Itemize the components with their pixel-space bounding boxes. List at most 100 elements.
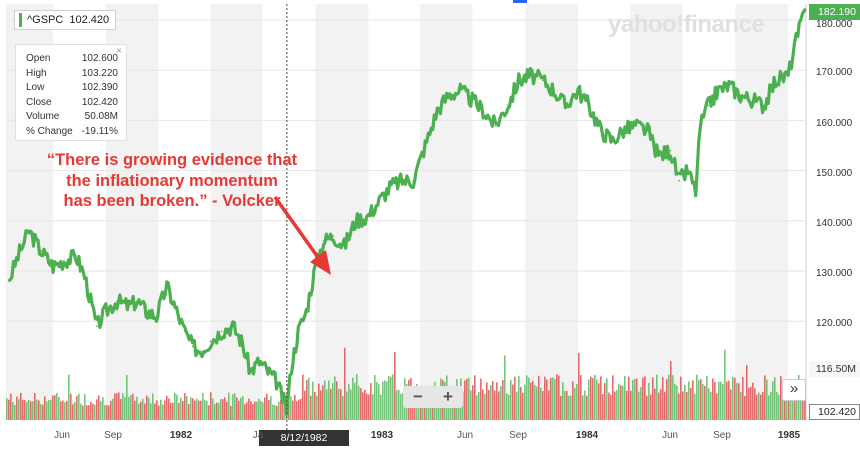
volume-bar [214,403,216,420]
volume-bar [794,395,796,420]
volume-bar [744,395,746,420]
volume-bar [264,397,266,420]
volume-bar [70,393,72,420]
volume-bar [224,397,226,420]
volume-bar [328,380,330,420]
volume-bar [222,399,224,420]
zoom-controls: − + [403,386,463,408]
volume-bar [238,400,240,420]
volume-bar [748,387,750,420]
series-color-icon [19,13,22,27]
price-point [728,84,730,87]
volume-bar [720,381,722,420]
volume-bar [340,389,342,420]
volume-bar [670,361,672,420]
ticker-badge[interactable]: ^GSPC 102.420 [14,10,117,30]
volume-bar [288,401,290,420]
volume-bar [664,391,666,420]
price-point [199,350,202,353]
volume-bar [36,399,38,420]
volume-bar [528,377,530,420]
price-point [717,89,719,92]
range-selector-marker[interactable] [513,0,527,3]
shaded-band [210,4,263,420]
price-point [795,39,798,41]
volume-bar [506,393,508,420]
volume-bar [260,400,262,420]
volume-bar [292,400,294,420]
volume-bar [680,376,682,420]
volume-bar [338,388,340,420]
volume-bar [14,404,16,420]
volume-bar [580,375,582,420]
volume-bar [494,390,496,420]
price-point [529,74,532,77]
volume-bar [548,390,550,420]
price-point [390,184,393,187]
volume-bar [474,375,476,420]
volume-bar [94,404,96,420]
volume-bar [278,401,280,420]
volume-bar [608,392,610,420]
volume-bar [372,394,374,420]
volume-bar [630,390,632,420]
expand-button[interactable]: » [782,379,806,401]
price-point [116,300,118,302]
volume-bar [758,392,760,420]
volume-bar [538,375,540,420]
volume-bar [588,379,590,420]
volume-bar [606,378,608,420]
volume-bar [684,385,686,420]
volume-bar [142,398,144,420]
volume-bar [194,400,196,420]
volume-bar [382,381,384,420]
zoom-out-button[interactable]: − [413,387,423,406]
volume-bar [520,386,522,420]
volume-bar [110,400,112,420]
volume-bar [324,380,326,420]
volume-bar [674,383,676,420]
volume-bar [90,401,92,420]
volume-bar [646,395,648,420]
volume-bar [482,389,484,420]
y-tick-label: 140.000 [816,218,853,229]
close-icon[interactable]: × [116,46,122,57]
ohlc-row-low: Low 102.390 [26,82,118,93]
volume-bar [638,391,640,420]
volume-bar [326,389,328,420]
price-point [494,124,497,127]
price-point [83,275,86,277]
price-point [804,8,807,10]
volume-bar [710,392,712,420]
volume-bar [516,391,518,420]
price-point [183,330,186,333]
x-tick-label: Jun [53,430,71,441]
volume-bar [562,382,564,420]
volume-bar [196,398,198,420]
volume-bar [356,374,358,420]
volume-bar [300,398,302,420]
volume-bar [780,375,782,420]
ticker-value: 102.420 [69,14,110,26]
price-point [240,340,243,343]
price-point [249,370,252,373]
zoom-in-button[interactable]: + [443,387,453,406]
volume-bar [554,379,556,420]
volume-bar [170,402,172,420]
volume-bar [16,396,18,420]
volume-bar [600,376,602,420]
volume-bar [686,392,688,420]
ohlc-row-change: % Change -19.11% [26,125,118,137]
volume-bar [612,375,614,420]
volume-bar [592,378,594,420]
price-point [482,109,485,112]
volume-bar [180,397,182,420]
volume-bar [314,391,316,420]
volume-bar [344,347,346,420]
annotation-arrow [273,195,324,265]
price-point [763,104,765,107]
volume-bar [734,377,736,420]
ohlc-row-high: High 103.220 [26,67,118,79]
